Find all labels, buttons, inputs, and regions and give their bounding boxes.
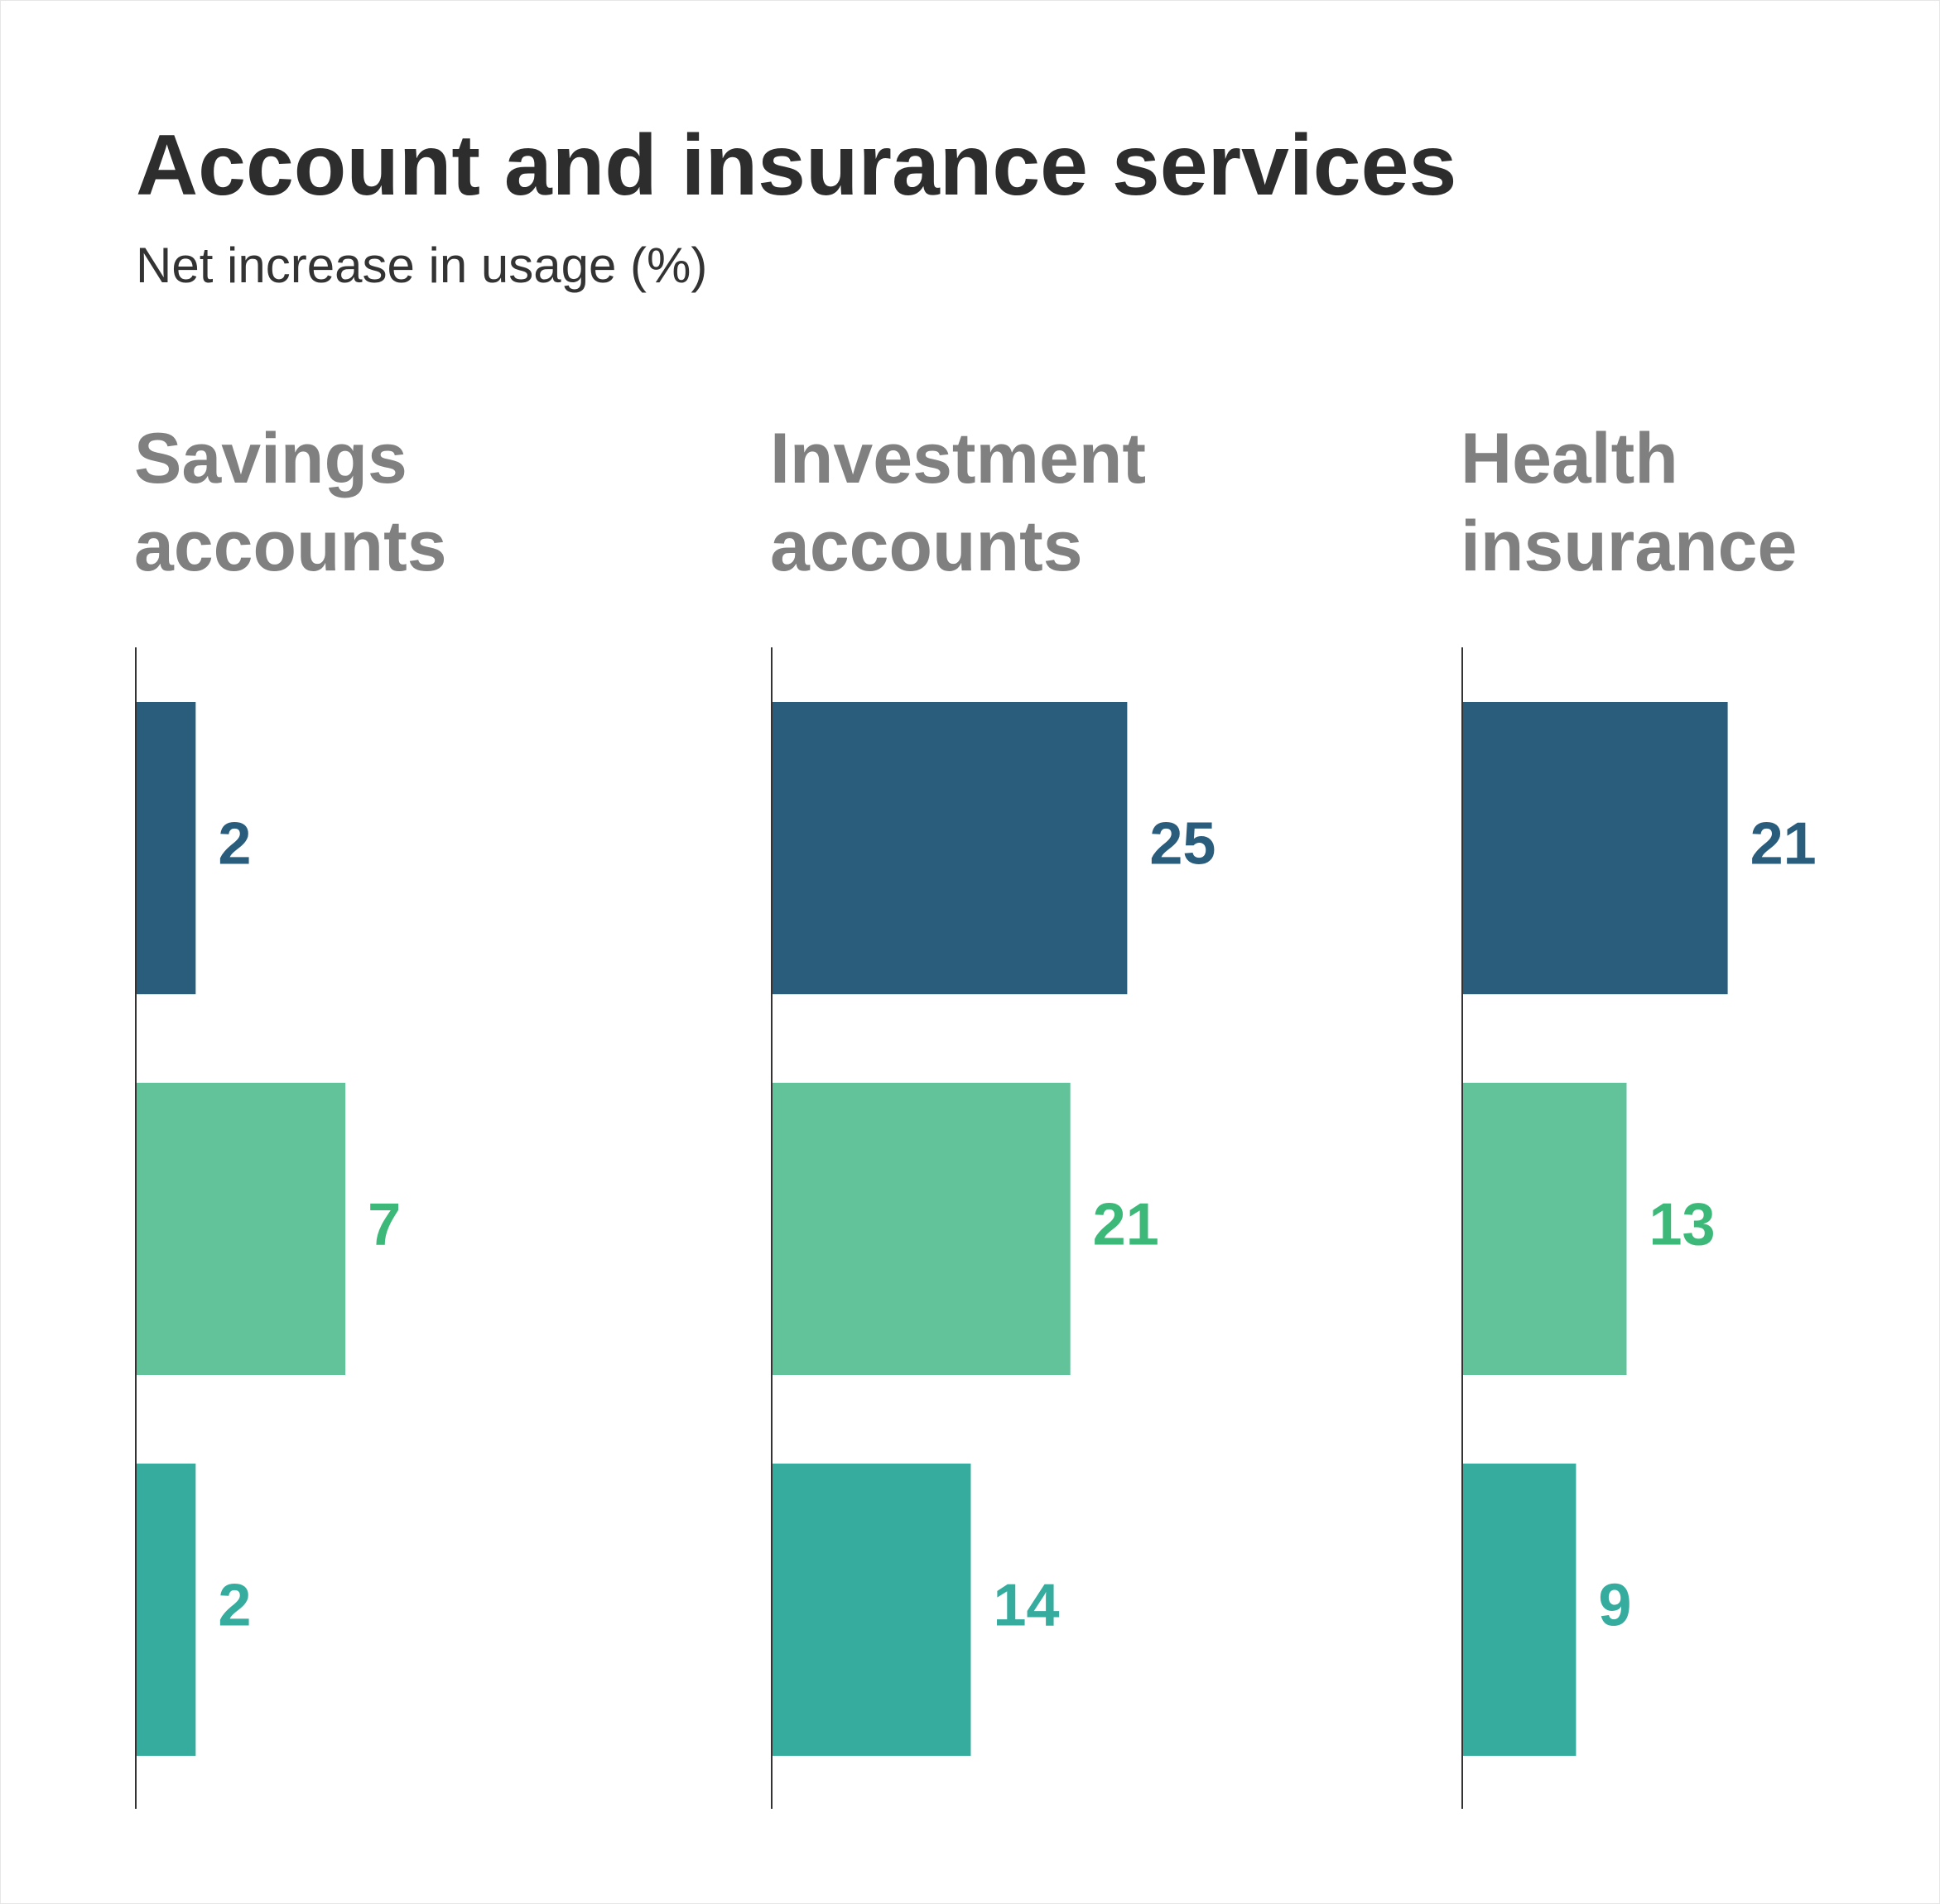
value-label: 2 [218, 811, 251, 877]
panel-title: Savings accounts [134, 419, 447, 586]
panel-title: Health insurance [1461, 419, 1798, 586]
bar [772, 702, 1128, 994]
bar [1462, 1083, 1627, 1375]
bar [772, 1464, 971, 1756]
bar [772, 1083, 1071, 1375]
title: Account and insurance services [136, 118, 1457, 214]
value-label: 2 [218, 1573, 251, 1639]
bar [1462, 1464, 1577, 1756]
bar [136, 702, 196, 994]
value-label: 14 [993, 1573, 1059, 1639]
value-label: 7 [368, 1192, 401, 1258]
bar [136, 1464, 196, 1756]
bar [136, 1083, 346, 1375]
value-label: 25 [1149, 811, 1216, 877]
value-label: 21 [1093, 1192, 1159, 1258]
subtitle: Net increase in usage (%) [136, 238, 708, 293]
value-label: 9 [1598, 1573, 1631, 1639]
value-label: 13 [1649, 1192, 1715, 1258]
panel-title: Investment accounts [770, 419, 1147, 586]
value-label: 21 [1750, 811, 1817, 877]
bar [1462, 702, 1728, 994]
